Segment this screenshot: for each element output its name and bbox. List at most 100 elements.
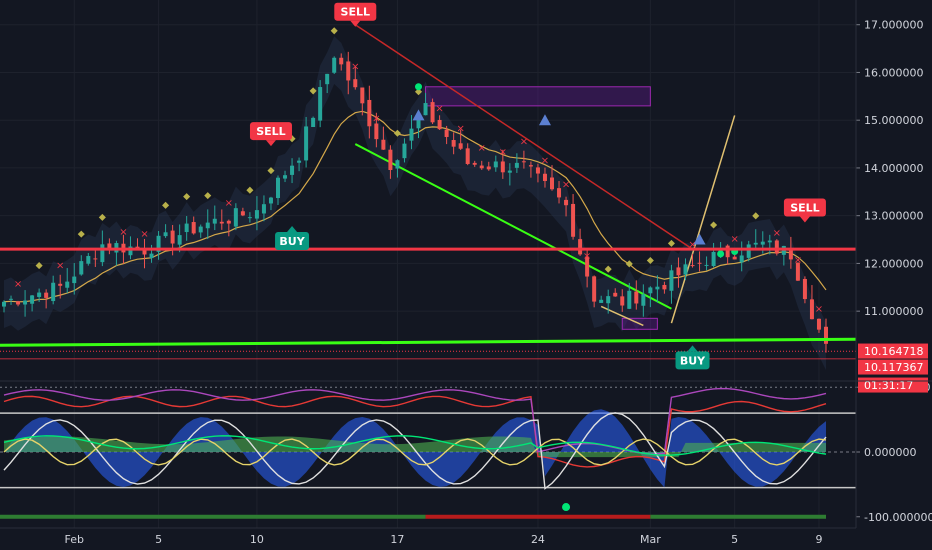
candle-body (585, 256, 590, 277)
signal-pointer (687, 345, 698, 352)
osc-white-line (3, 412, 827, 490)
candle (226, 219, 231, 237)
candle-body (620, 296, 625, 306)
candle-body (367, 99, 372, 127)
candle (304, 116, 309, 168)
candle-body (557, 188, 562, 198)
price-tick-label: 13.000000 (864, 210, 924, 223)
price-tag-text: 10.117367 (864, 361, 924, 374)
diamond-marker (204, 192, 212, 200)
candle-body (795, 262, 800, 281)
candle-body (205, 222, 210, 229)
candle (599, 295, 604, 303)
candle (746, 240, 751, 262)
candle (395, 159, 400, 178)
candle (486, 161, 491, 171)
candle (409, 115, 414, 150)
candle (247, 212, 252, 223)
candle-body (86, 256, 91, 264)
candle (648, 286, 653, 308)
price-tag: 01:31:17 (858, 377, 928, 393)
candle (163, 224, 168, 238)
price-pane[interactable]: × × × × × × × × × × × × × × × × × × × × SELL SELL BUY BUY SELL (0, 0, 857, 528)
candle (437, 115, 442, 130)
diamond-marker (330, 27, 338, 35)
candle (205, 209, 210, 240)
candle (423, 92, 428, 116)
candle (219, 209, 224, 230)
green-dot-marker (415, 83, 423, 91)
price-axis[interactable]: 17.000000 16.000000 15.000000 14.000000 13.0… (856, 19, 924, 318)
candle-body (163, 232, 168, 237)
candle (240, 207, 245, 217)
candle-body (170, 230, 175, 244)
sell-signal: SELL (783, 198, 826, 223)
candle-body (683, 264, 688, 275)
signal-text: BUY (680, 354, 706, 367)
candle (528, 161, 533, 178)
candle (571, 194, 576, 240)
buy-signal: BUY (275, 226, 310, 250)
candle-body (276, 177, 280, 199)
candle-body (30, 295, 35, 304)
candle (318, 80, 323, 128)
candle (788, 236, 793, 269)
candle (332, 56, 337, 75)
x-marker: × (520, 136, 528, 147)
candle-body (592, 276, 597, 302)
x-marker: × (583, 251, 591, 262)
diamond-marker (77, 230, 85, 238)
moving-average (3, 110, 827, 303)
candle-body (58, 283, 63, 286)
candle (479, 160, 484, 170)
oscillator-pane[interactable] (0, 386, 856, 519)
signal-box (675, 351, 710, 370)
ma-path (3, 110, 827, 303)
support-trendline (354, 143, 672, 310)
candle-body (318, 87, 323, 121)
osc-green-band (4, 436, 826, 458)
candle-body (409, 128, 414, 141)
candle (276, 175, 280, 205)
diamond-marker (625, 260, 633, 268)
diamond-marker (98, 213, 106, 221)
candle-body (388, 149, 393, 171)
candle-body (606, 296, 611, 304)
candle (367, 85, 372, 139)
candle-body (493, 161, 498, 168)
x-marker: × (14, 279, 22, 290)
candle (472, 160, 477, 167)
candle (79, 255, 84, 276)
candle-body (339, 57, 344, 65)
price-tag: 10.117367 (858, 359, 928, 375)
candle-body (135, 246, 140, 249)
candle-body (325, 73, 330, 85)
candle (500, 149, 505, 179)
candle-body (304, 126, 309, 161)
time-tick-label: 17 (390, 533, 404, 546)
candle-body (23, 300, 28, 305)
candle-body (254, 210, 259, 219)
candle (290, 158, 295, 184)
candle-body (184, 223, 189, 233)
time-axis[interactable]: Feb 5 10 17 24 Mar 5 9 (65, 533, 823, 546)
time-tick-label: 5 (731, 533, 738, 546)
candle-body (142, 249, 147, 255)
candle-body (711, 251, 716, 267)
candle-body (627, 290, 632, 309)
candle-body (486, 166, 491, 170)
candle-body (177, 235, 182, 245)
time-tick-label: 5 (155, 533, 162, 546)
x-marker: × (562, 180, 570, 191)
candle-body (423, 103, 428, 116)
candle (704, 256, 709, 271)
candle-body (44, 292, 49, 298)
diamond-marker (183, 193, 191, 201)
candle (212, 205, 217, 231)
candle (339, 53, 344, 71)
candle (767, 234, 772, 255)
candle-body (395, 160, 400, 169)
horizontal-levels (0, 247, 857, 360)
candle (613, 288, 618, 297)
